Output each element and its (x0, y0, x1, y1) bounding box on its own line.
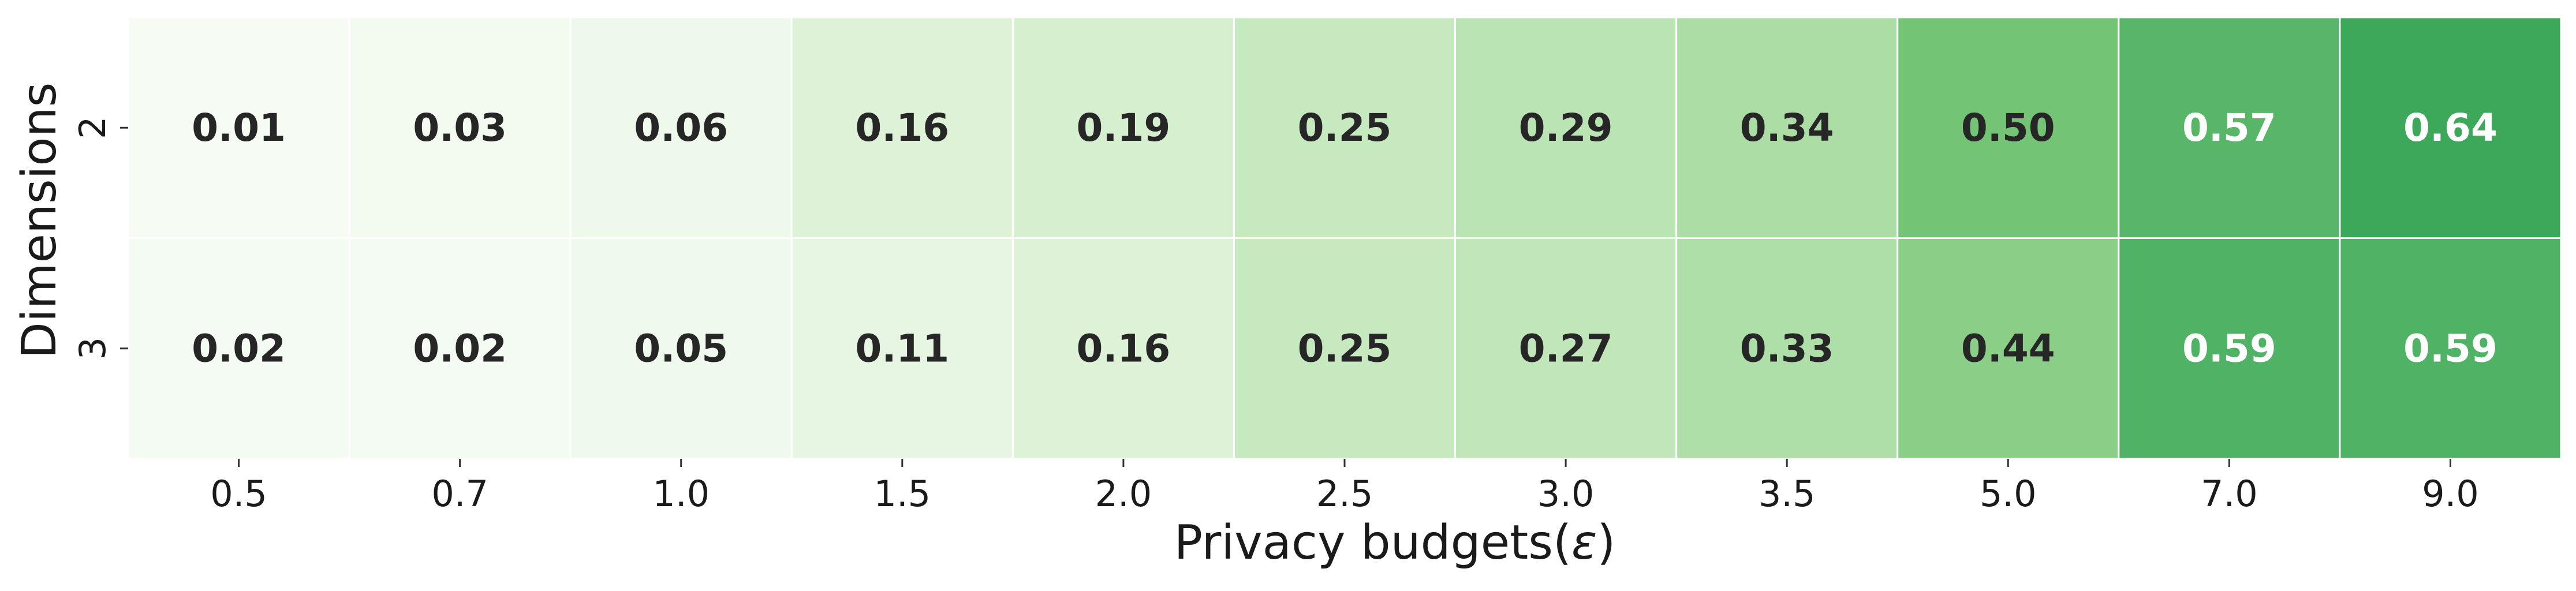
heatmap-cell-label: 0.64 (2403, 106, 2497, 150)
heatmap-cell-label: 0.44 (1961, 326, 2055, 371)
heatmap-cell (348, 16, 572, 239)
heatmap-cell (127, 16, 350, 239)
heatmap-cell (348, 237, 572, 460)
y-tick-label: 3 (72, 337, 114, 360)
heatmap-cell-label: 0.29 (1519, 106, 1613, 150)
heatmap-cell-label: 0.59 (2403, 326, 2497, 371)
heatmap-cell-label: 0.25 (1298, 326, 1392, 371)
heatmap-cell-label: 0.27 (1519, 326, 1613, 371)
x-tick-label: 7.0 (2201, 473, 2258, 515)
heatmap-cell (1454, 237, 1678, 460)
heatmap-cell (2118, 237, 2341, 460)
heatmap-cell (1896, 237, 2120, 460)
x-tick-label: 5.0 (1980, 473, 2037, 515)
heatmap-cell (1011, 16, 1235, 239)
heatmap-cell (2339, 16, 2562, 239)
x-tick-label: 1.0 (652, 473, 710, 515)
heatmap-cell-label: 0.01 (192, 106, 286, 150)
x-axis-label: Privacy budgets(ε) (1174, 515, 1616, 570)
heatmap-cell (790, 16, 1014, 239)
heatmap-cell-label: 0.11 (855, 326, 949, 371)
x-axis: 0.5 0.7 1.0 1.5 2.0 2.5 3.0 3.5 5.0 7.0 9.0 (210, 459, 2479, 515)
x-tick-label: 3.5 (1759, 473, 1816, 515)
y-axis-label: Dimensions (12, 83, 67, 359)
heatmap-cell (1011, 237, 1235, 460)
heatmap-cell (1233, 237, 1457, 460)
x-tick-label: 3.0 (1537, 473, 1595, 515)
heatmap-cell-label: 0.59 (2182, 326, 2276, 371)
y-axis: 23 (72, 117, 128, 360)
heatmap-cell-label: 0.05 (634, 326, 728, 371)
heatmap-cell-label: 0.02 (413, 326, 507, 371)
heatmap-cell-labels: 0.01 0.03 0.06 0.16 0.19 0.25 0.29 0.34 0.50 0.57… (192, 106, 2497, 371)
x-tick-label: 0.5 (210, 473, 267, 515)
heatmap-cell-label: 0.25 (1298, 106, 1392, 150)
heatmap-cell (790, 237, 1014, 460)
heatmap-cell (569, 16, 793, 239)
heatmap-cell-label: 0.34 (1740, 106, 1834, 150)
heatmap-cell-label: 0.16 (1076, 326, 1170, 371)
heatmap-cell (127, 237, 350, 460)
heatmap-cell-label: 0.02 (192, 326, 286, 371)
heatmap-cell (2118, 16, 2341, 239)
x-tick-label: 2.0 (1095, 473, 1152, 515)
heatmap-cell-label: 0.06 (634, 106, 728, 150)
x-tick-label: 2.5 (1316, 473, 1373, 515)
heatmap-cell (569, 237, 793, 460)
y-tick-label: 2 (72, 117, 114, 139)
heatmap-cell (1675, 16, 1899, 239)
heatmap-cells (127, 16, 2562, 460)
heatmap-cell-label: 0.16 (855, 106, 949, 150)
heatmap-cell (2339, 237, 2562, 460)
heatmap-cell (1233, 16, 1457, 239)
x-tick-label: 0.7 (431, 473, 488, 515)
heatmap-cell-label: 0.33 (1740, 326, 1834, 371)
heatmap-cell-label: 0.57 (2182, 106, 2276, 150)
x-tick-label: 1.5 (874, 473, 931, 515)
heatmap-cell-label: 0.50 (1961, 106, 2055, 150)
heatmap-cell-label: 0.19 (1076, 106, 1170, 150)
heatmap-cell-label: 0.03 (413, 106, 507, 150)
heatmap-cell (1675, 237, 1899, 460)
x-tick-label: 9.0 (2422, 473, 2479, 515)
